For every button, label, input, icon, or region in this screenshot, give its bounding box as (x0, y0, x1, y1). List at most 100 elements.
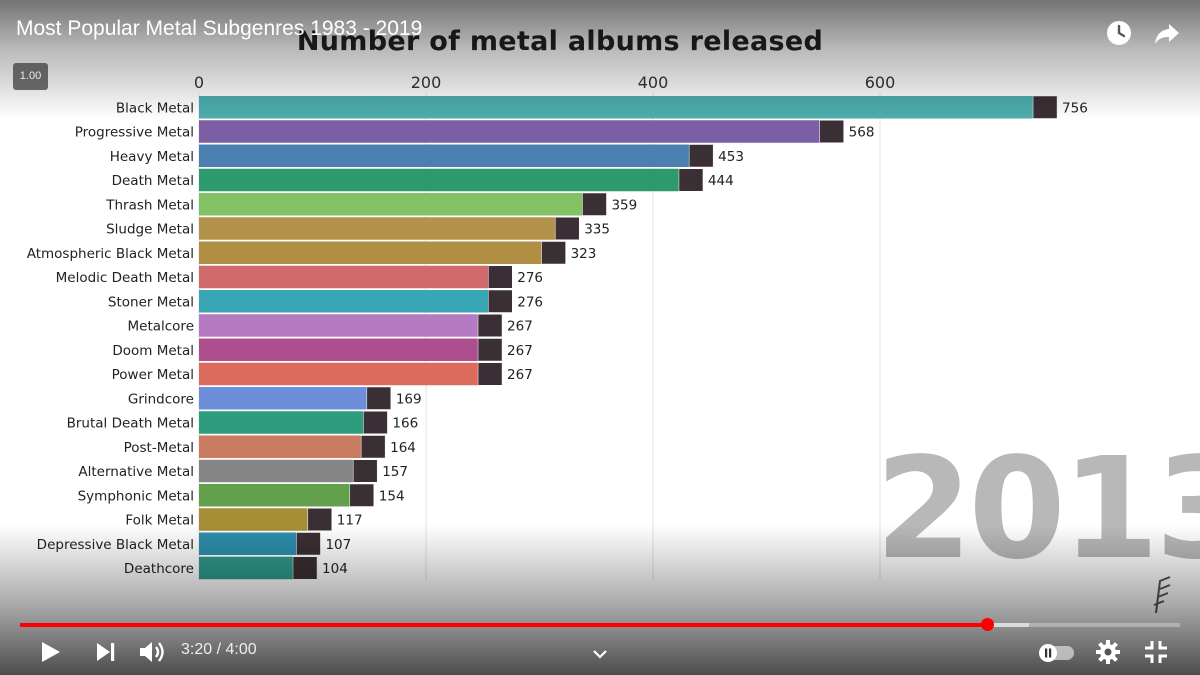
album-cover-thumbnail (352, 459, 378, 483)
bar-category-label: Metalcore (127, 319, 194, 335)
logo-watermark (1153, 576, 1171, 614)
playback-speed-badge: 1.00 (13, 63, 48, 90)
chevron-down-icon[interactable] (591, 640, 609, 668)
timeline-year-label: 1997 (451, 643, 471, 652)
timeline-year-label: 1995 (387, 643, 407, 652)
bar-category-label: Black Metal (116, 100, 194, 116)
album-cover-thumbnail (488, 265, 513, 289)
bar-value-label: 154 (379, 488, 405, 504)
album-cover-thumbnail (296, 532, 321, 556)
album-cover-thumbnail (307, 508, 333, 531)
bar-value-label: 117 (337, 513, 363, 529)
bar-category-label: Doom Metal (112, 343, 194, 359)
bar-category-label: Alternative Metal (78, 464, 194, 480)
timeline-year-label: 1985 (69, 643, 89, 652)
bar-value-label: 107 (325, 537, 351, 553)
bar-category-label: Folk Metal (125, 513, 194, 529)
play-icon[interactable] (38, 638, 64, 666)
album-cover-thumbnail (488, 289, 513, 313)
bar-category-label: Atmospheric Black Metal (27, 246, 194, 262)
bar (199, 435, 386, 458)
x-tick-label: 600 (865, 73, 896, 92)
exit-fullscreen-icon[interactable] (1142, 638, 1170, 666)
bar-value-label: 267 (507, 319, 533, 335)
bar-category-label: Power Metal (112, 367, 194, 383)
album-cover-thumbnail (582, 192, 607, 216)
timeline-year-label: 2007 (769, 643, 789, 652)
x-tick-label: 0 (194, 73, 204, 92)
bar (199, 387, 391, 410)
next-icon[interactable] (94, 638, 118, 666)
bar-value-label: 323 (571, 246, 597, 262)
bar (199, 168, 703, 192)
timeline-year-label: 2009 (832, 643, 852, 652)
volume-icon[interactable] (137, 638, 167, 666)
album-cover-thumbnail (819, 120, 844, 143)
timeline-year-label: 1993 (324, 643, 344, 652)
timeline-year-label: 2013 (959, 643, 979, 652)
album-cover-thumbnail (366, 386, 392, 410)
gear-icon[interactable] (1094, 638, 1122, 666)
bar-category-label: Post-Metal (124, 440, 194, 456)
total-time: 4:00 (225, 641, 257, 658)
bar-category-label: Depressive Black Metal (37, 537, 194, 553)
share-icon[interactable] (1152, 18, 1182, 48)
bar-value-label: 267 (507, 367, 533, 383)
bar-category-label: Heavy Metal (110, 149, 194, 165)
bar-value-label: 276 (517, 270, 543, 286)
timeline-year-label: 2005 (705, 643, 725, 652)
bar (199, 144, 714, 167)
bar-value-label: 453 (718, 149, 744, 165)
time-separator: / (212, 641, 226, 658)
bar (199, 484, 374, 507)
timeline-year-label: 1999 (515, 643, 535, 652)
progress-played (20, 623, 987, 627)
bar-value-label: 335 (584, 222, 610, 238)
autoplay-toggle[interactable] (1036, 638, 1076, 666)
scrubber-handle[interactable] (980, 618, 994, 631)
video-title[interactable]: Most Popular Metal Subgenres 1983 - 2019 (16, 17, 423, 40)
bar (199, 314, 503, 337)
album-cover-thumbnail (292, 556, 318, 580)
bar-value-label: 756 (1062, 100, 1088, 116)
album-cover-thumbnail (477, 314, 503, 337)
current-time: 3:20 (181, 641, 213, 658)
bar (199, 338, 503, 361)
x-tick-label: 200 (411, 73, 442, 92)
bar (199, 290, 513, 313)
clock-icon[interactable] (1104, 18, 1134, 48)
progress-bar[interactable] (20, 618, 1180, 631)
album-cover-thumbnail (477, 338, 503, 362)
timeline-year-label: 2011 (896, 643, 916, 652)
bar-value-label: 169 (396, 391, 422, 407)
bar-value-label: 359 (611, 197, 637, 213)
year-label: 2013 (875, 428, 1200, 591)
bar-category-label: Grindcore (128, 391, 194, 407)
bar (199, 459, 378, 483)
album-cover-thumbnail (363, 411, 388, 434)
bar-value-label: 267 (507, 343, 533, 359)
bar-value-label: 157 (382, 464, 408, 480)
bar-value-label: 166 (392, 416, 418, 432)
bar-value-label: 104 (322, 561, 348, 577)
timeline-year-label: 2003 (642, 643, 662, 652)
bar-category-label: Death Metal (112, 173, 194, 189)
bar-category-label: Stoner Metal (108, 294, 194, 310)
bar (199, 96, 1058, 119)
time-display: 3:20 / 4:00 (181, 641, 257, 659)
bar (199, 241, 566, 264)
bar (199, 120, 844, 143)
bar-value-label: 276 (517, 294, 543, 310)
bar (199, 265, 513, 289)
album-cover-thumbnail (360, 435, 386, 459)
bar-category-label: Progressive Metal (75, 125, 194, 141)
album-cover-thumbnail (678, 168, 704, 192)
bar (199, 411, 388, 434)
bar (199, 193, 607, 216)
bar-category-label: Melodic Death Metal (56, 270, 194, 286)
bar-category-label: Thrash Metal (105, 197, 194, 213)
bar-category-label: Deathcore (124, 561, 194, 577)
bar-category-label: Symphonic Metal (78, 488, 194, 504)
timeline-year-label: 1983 (5, 643, 25, 652)
